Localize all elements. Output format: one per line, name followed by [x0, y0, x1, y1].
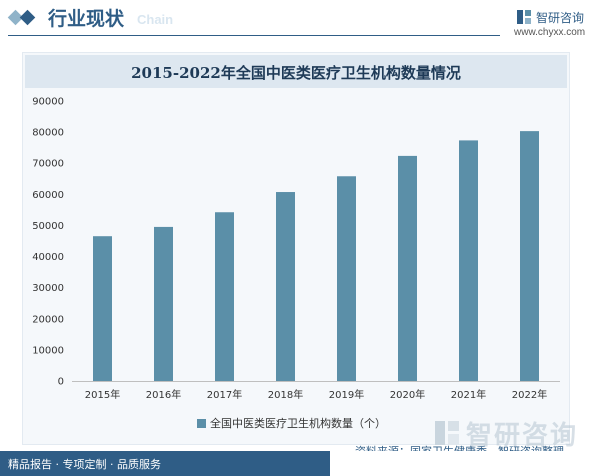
x-tick-label: 2018年: [268, 388, 303, 401]
y-tick-label: 60000: [32, 190, 64, 201]
y-tick-label: 90000: [32, 97, 64, 108]
bar: [154, 226, 173, 381]
bar: [276, 192, 295, 381]
header-divider: [8, 35, 500, 36]
x-tick-label: 2022年: [512, 388, 547, 401]
legend-swatch: [197, 419, 206, 428]
y-tick-label: 70000: [32, 159, 64, 170]
x-tick-label: 2016年: [146, 388, 181, 401]
x-tick-label: 2021年: [451, 388, 486, 401]
watermark-logo-icon: [435, 421, 459, 445]
brand-url: www.chyxx.com: [514, 27, 586, 38]
y-tick-label: 20000: [32, 314, 64, 325]
bar: [520, 131, 539, 381]
chart-title-band: [25, 55, 567, 88]
footer-tagline: 精品报告 · 专项定制 · 品质服务: [8, 458, 161, 471]
bar: [459, 140, 478, 381]
bar: [215, 212, 234, 381]
footer-wedge: [330, 451, 352, 476]
x-tick-label: 2015年: [85, 388, 120, 401]
bar: [398, 155, 417, 381]
y-tick-label: 40000: [32, 252, 64, 263]
watermark-text: 智研咨询: [466, 421, 579, 451]
footer-white-block: [330, 451, 600, 476]
bars: [93, 131, 539, 381]
y-tick-label: 80000: [32, 128, 64, 139]
bar: [93, 236, 112, 381]
y-tick-label: 0: [58, 377, 64, 388]
section-ghost-text: Chain: [137, 12, 174, 27]
x-axis: 2015年 2016年 2017年 2018年 2019年 2020年 2021年 2022年: [85, 388, 547, 401]
x-tick-label: 2020年: [390, 388, 425, 401]
chart-title: 2015-2022年全国中医类医疗卫生机构数量情况: [131, 64, 461, 82]
x-tick-label: 2019年: [329, 388, 364, 401]
legend-label: 全国中医类医疗卫生机构数量（个）: [210, 417, 386, 430]
chart-panel: [22, 52, 570, 445]
section-title: 行业现状: [48, 8, 125, 30]
brand-logo-icon: [517, 10, 531, 24]
y-tick-label: 50000: [32, 221, 64, 232]
y-axis: 0 10000 20000 30000 40000 50000 60000 70000 8000…: [32, 97, 560, 388]
brand-name: 智研咨询: [536, 11, 585, 25]
x-tick-label: 2017年: [207, 388, 242, 401]
bar: [337, 176, 356, 381]
y-tick-label: 10000: [32, 345, 64, 356]
y-tick-label: 30000: [32, 283, 64, 294]
